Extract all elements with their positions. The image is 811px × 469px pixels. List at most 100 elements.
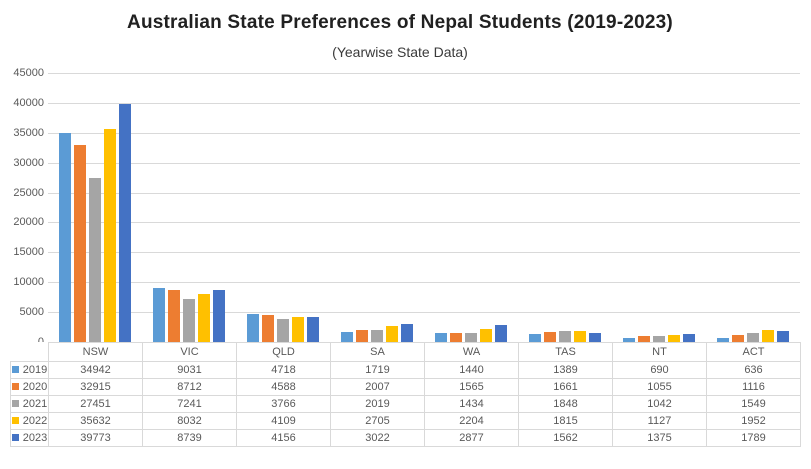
bar-2023-QLD: [307, 317, 319, 342]
bar-2020-TAS: [544, 332, 556, 342]
gridline: [48, 282, 800, 283]
table-cell-2023-ACT: 1789: [706, 429, 801, 447]
table-cell-2019-NT: 690: [612, 361, 707, 379]
table-row-header-2020: 2020: [10, 378, 49, 396]
bar-2019-VIC: [153, 288, 165, 342]
bar-2022-VIC: [198, 294, 210, 342]
table-cell-2020-NT: 1055: [612, 378, 707, 396]
bar-2023-WA: [495, 325, 507, 342]
series-name-label: 2021: [22, 398, 48, 410]
bar-2019-SA: [341, 332, 353, 342]
table-cell-2021-SA: 2019: [330, 395, 425, 413]
table-cell-2022-TAS: 1815: [518, 412, 613, 430]
table-cell-2022-WA: 2204: [424, 412, 519, 430]
category-slot-VIC: [142, 73, 236, 342]
bar-2023-VIC: [213, 290, 225, 342]
bar-2023-TAS: [589, 333, 601, 342]
gridline: [48, 252, 800, 253]
bar-2023-ACT: [777, 331, 789, 342]
bar-2019-QLD: [247, 314, 259, 342]
table-row-header-2021: 2021: [10, 395, 49, 413]
table-cell-2023-SA: 3022: [330, 429, 425, 447]
bar-2019-WA: [435, 333, 447, 342]
table-col-header-ACT: ACT: [706, 342, 801, 362]
table-cell-2023-VIC: 8739: [142, 429, 237, 447]
table-cell-2020-TAS: 1661: [518, 378, 613, 396]
series-name-label: 2019: [22, 364, 48, 376]
table-cell-2020-SA: 2007: [330, 378, 425, 396]
table-row-2020: 2020 32915 8712 4588 2007 1565 1661 1055 1116: [10, 378, 801, 396]
table-cell-2022-NT: 1127: [612, 412, 707, 430]
table-row-2023: 2023 39773 8739 4156 3022 2877 1562 1375 1789: [10, 429, 801, 447]
bar-2022-SA: [386, 326, 398, 342]
bar-2020-QLD: [262, 315, 274, 342]
bar-2023-NT: [683, 334, 695, 342]
bar-2019-NT: [623, 338, 635, 342]
category-slot-NT: [612, 73, 706, 342]
gridline: [48, 103, 800, 104]
table-row-2022: 2022 35632 8032 4109 2705 2204 1815 1127 1952: [10, 412, 801, 430]
table-col-header-SA: SA: [330, 342, 425, 362]
table-cell-2023-NT: 1375: [612, 429, 707, 447]
bar-2021-SA: [371, 330, 383, 342]
gridline: [48, 312, 800, 313]
category-slot-SA: [330, 73, 424, 342]
legend-key-icon: [11, 400, 19, 407]
y-axis-tick-label: 30000: [13, 157, 44, 169]
table-row-header-2022: 2022: [10, 412, 49, 430]
table-cell-2021-NT: 1042: [612, 395, 707, 413]
data-table: NSW VIC QLD SA WA TAS NT ACT 2019 34942 9031 4718 17…: [10, 342, 801, 447]
table-row-header-2023: 2023: [10, 429, 49, 447]
y-axis-tick-label: 20000: [13, 216, 44, 228]
bar-2019-ACT: [717, 338, 729, 342]
table-col-header-QLD: QLD: [236, 342, 331, 362]
bar-2020-NT: [638, 336, 650, 342]
table-cell-2021-TAS: 1848: [518, 395, 613, 413]
table-cell-2022-QLD: 4109: [236, 412, 331, 430]
gridline: [48, 133, 800, 134]
series-name-label: 2020: [22, 381, 48, 393]
gridline: [48, 73, 800, 74]
y-axis-tick-label: 40000: [13, 97, 44, 109]
table-cell-2021-WA: 1434: [424, 395, 519, 413]
table-cell-2023-QLD: 4156: [236, 429, 331, 447]
plot-area: [48, 73, 800, 342]
bar-2019-TAS: [529, 334, 541, 342]
bar-2021-VIC: [183, 299, 195, 342]
table-cell-2019-ACT: 636: [706, 361, 801, 379]
table-corner-cell: [10, 342, 49, 362]
bar-2019-NSW: [59, 133, 71, 342]
bar-2021-NT: [653, 336, 665, 342]
bar-2022-WA: [480, 329, 492, 342]
bar-2023-NSW: [119, 104, 131, 342]
gridline: [48, 163, 800, 164]
table-row-2021: 2021 27451 7241 3766 2019 1434 1848 1042 1549: [10, 395, 801, 413]
bar-2023-SA: [401, 324, 413, 342]
bar-2022-NSW: [104, 129, 116, 342]
table-cell-2021-NSW: 27451: [48, 395, 143, 413]
table-cell-2022-NSW: 35632: [48, 412, 143, 430]
series-name-label: 2023: [22, 432, 48, 444]
bar-2020-ACT: [732, 335, 744, 342]
bar-2022-TAS: [574, 331, 586, 342]
table-row-header-2019: 2019: [10, 361, 49, 379]
y-axis-tick-label: 35000: [13, 127, 44, 139]
table-cell-2019-QLD: 4718: [236, 361, 331, 379]
table-col-header-TAS: TAS: [518, 342, 613, 362]
bar-groups: [48, 73, 800, 342]
bar-2021-TAS: [559, 331, 571, 342]
table-cell-2023-NSW: 39773: [48, 429, 143, 447]
y-axis-tick-label: 25000: [13, 187, 44, 199]
table-col-header-VIC: VIC: [142, 342, 237, 362]
table-cell-2022-VIC: 8032: [142, 412, 237, 430]
table-cell-2022-ACT: 1952: [706, 412, 801, 430]
category-slot-TAS: [518, 73, 612, 342]
y-axis-tick-label: 5000: [19, 306, 44, 318]
legend-key-icon: [11, 434, 19, 441]
category-slot-QLD: [236, 73, 330, 342]
table-cell-2023-WA: 2877: [424, 429, 519, 447]
table-cell-2019-SA: 1719: [330, 361, 425, 379]
legend-key-icon: [11, 366, 19, 373]
table-cell-2023-TAS: 1562: [518, 429, 613, 447]
